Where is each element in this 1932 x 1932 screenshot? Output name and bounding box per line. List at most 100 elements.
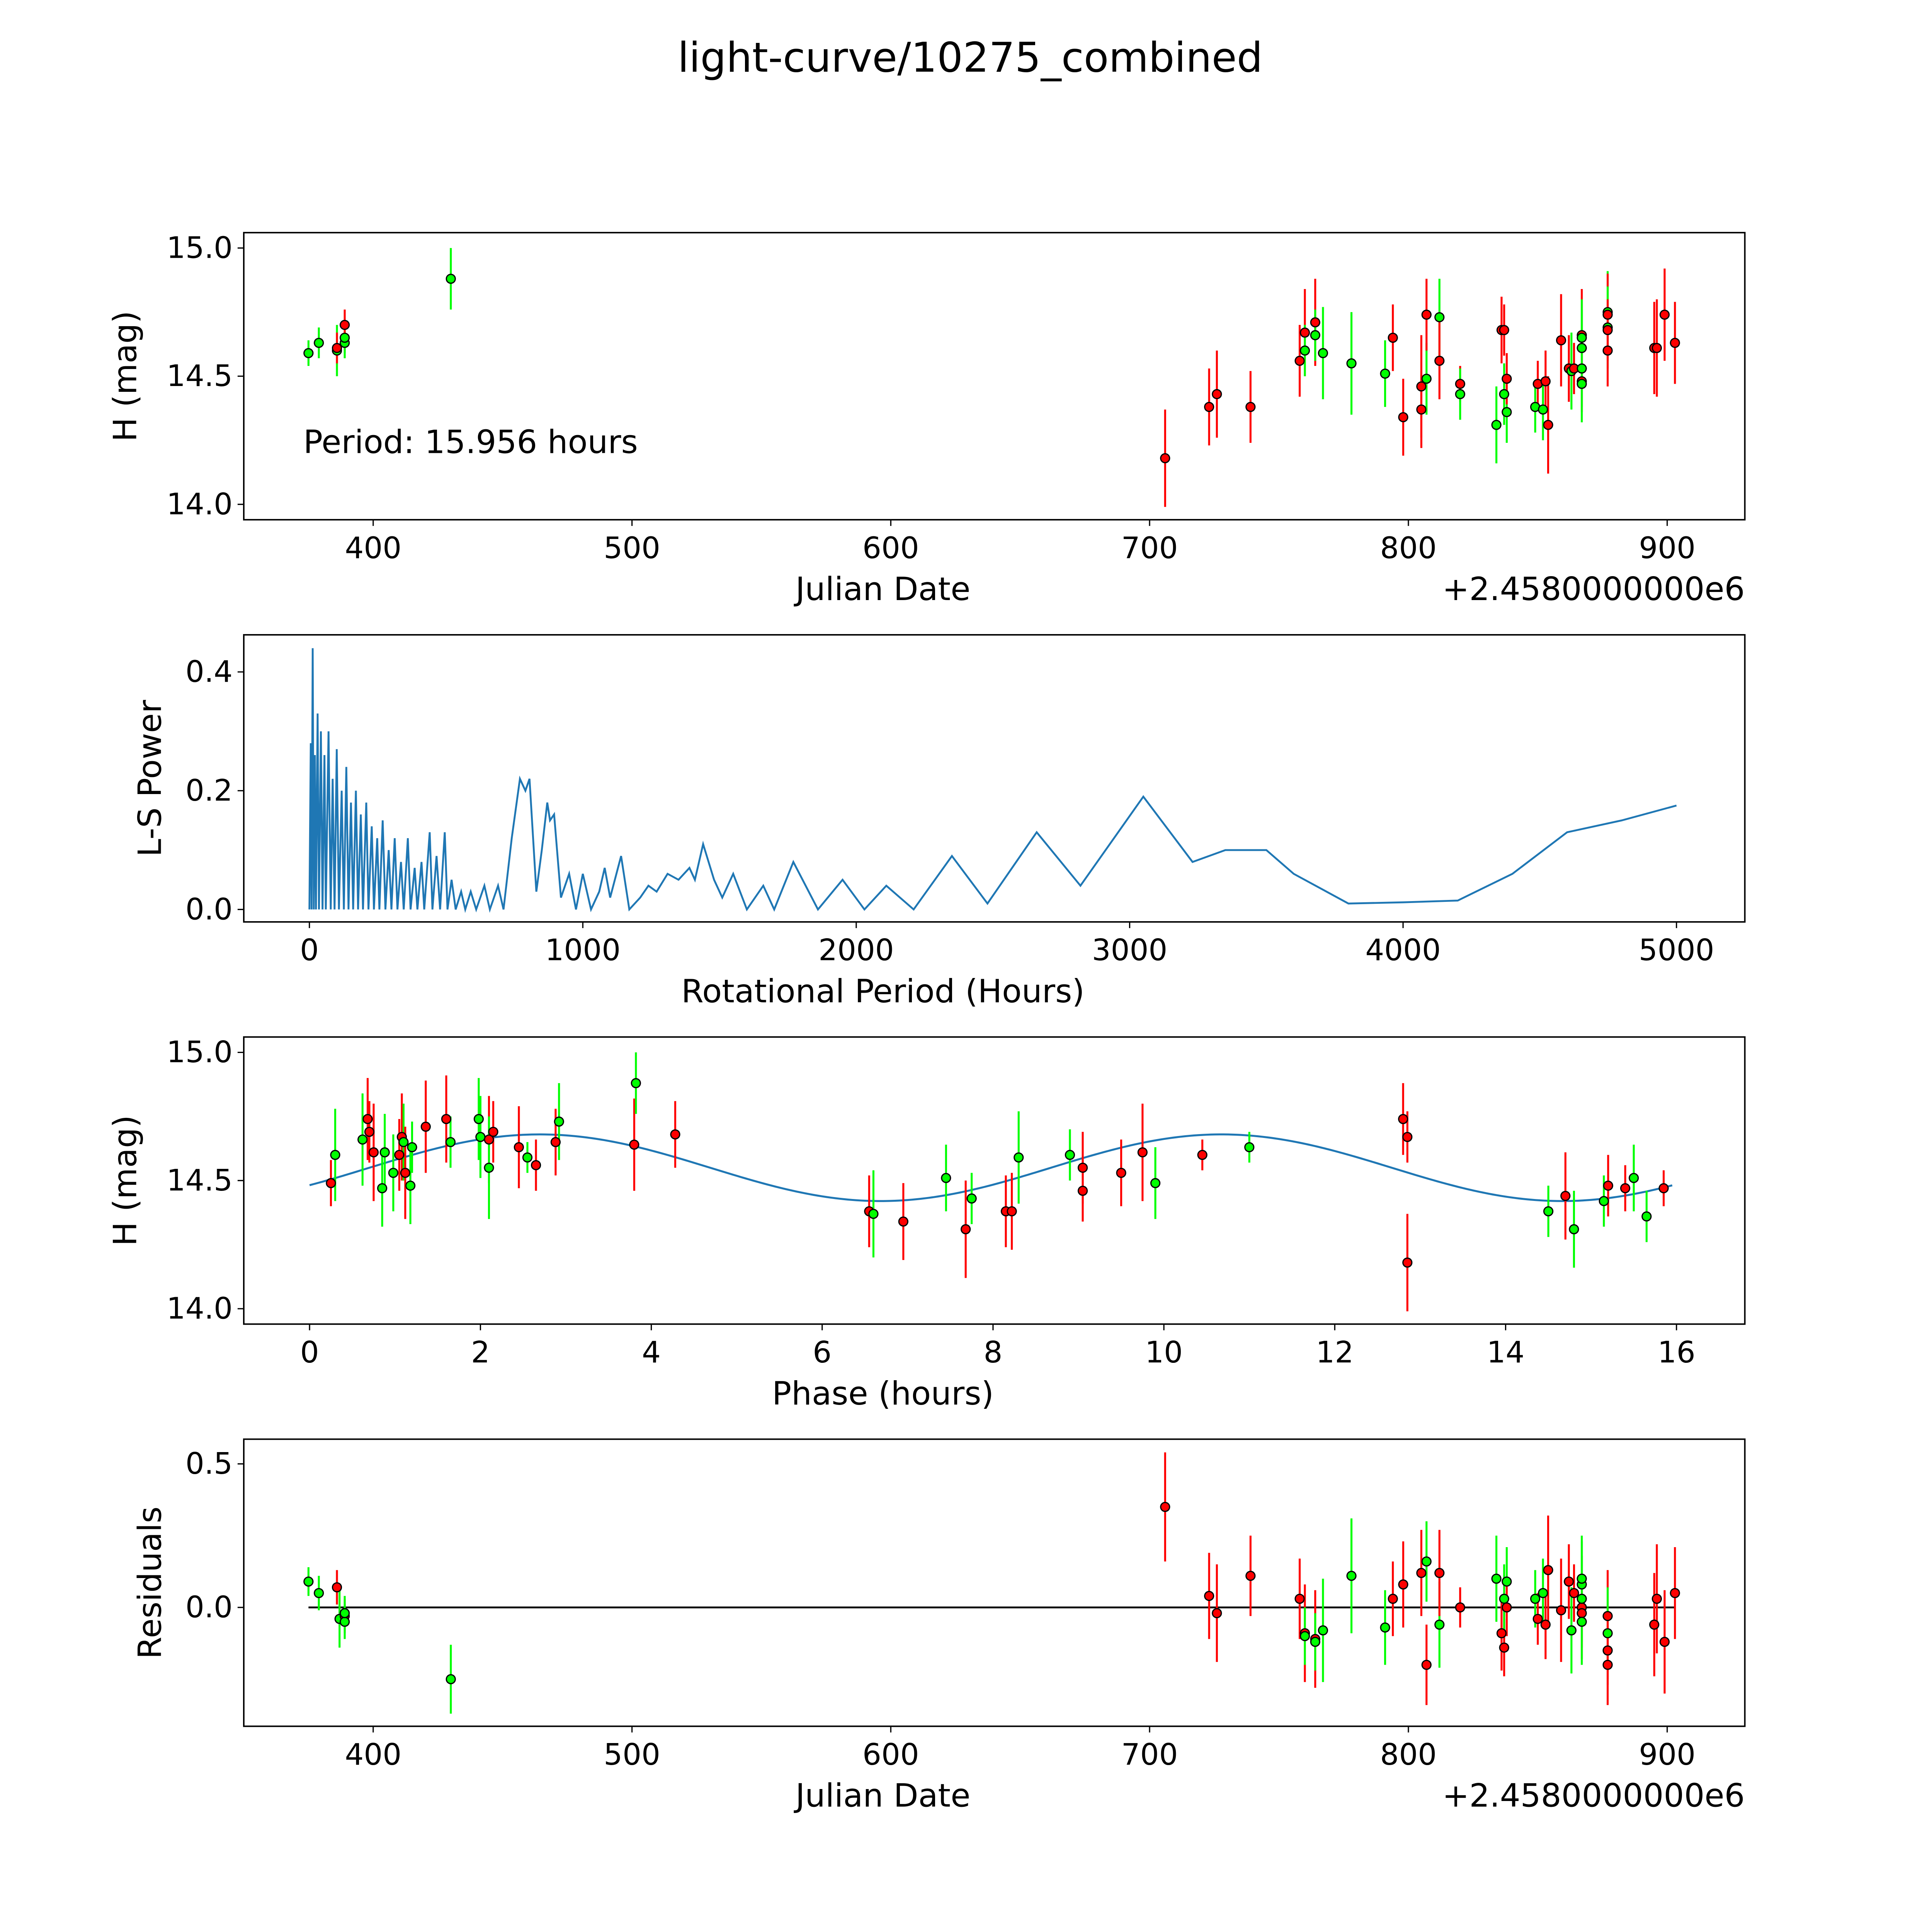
x-tick-label: 400 bbox=[345, 531, 401, 565]
data-point-red bbox=[339, 320, 350, 330]
x-tick-label: 3000 bbox=[1092, 933, 1168, 968]
period-annotation: Period: 15.956 hours bbox=[303, 423, 638, 461]
data-point-red bbox=[1310, 317, 1320, 328]
data-point-red bbox=[550, 1137, 561, 1147]
data-point-green bbox=[379, 1147, 390, 1158]
data-point-green bbox=[314, 338, 324, 348]
data-point-red bbox=[1160, 1502, 1170, 1512]
data-point-red bbox=[670, 1129, 680, 1139]
data-point-green bbox=[868, 1209, 879, 1219]
data-point-green bbox=[446, 274, 456, 284]
y-tick-label: 0.0 bbox=[185, 1590, 233, 1625]
data-point-green bbox=[1499, 389, 1509, 400]
data-point-green bbox=[1577, 1573, 1587, 1584]
data-point-green bbox=[1299, 345, 1310, 356]
x-tick-label: 8 bbox=[983, 1335, 1002, 1370]
data-point-green bbox=[1455, 389, 1465, 400]
data-point-green bbox=[966, 1193, 977, 1204]
model-curve bbox=[309, 1133, 1673, 1202]
data-point-red bbox=[441, 1114, 452, 1124]
data-point-red bbox=[1245, 1571, 1256, 1581]
data-point-green bbox=[303, 1576, 314, 1587]
data-point-red bbox=[898, 1216, 908, 1227]
x-tick-label: 700 bbox=[1121, 531, 1178, 565]
data-point-red bbox=[1658, 1183, 1669, 1194]
data-point-green bbox=[1602, 1628, 1613, 1638]
data-point-red bbox=[1402, 1257, 1413, 1268]
data-point-red bbox=[1649, 1619, 1660, 1630]
data-point-red bbox=[1398, 412, 1408, 422]
data-point-red bbox=[1402, 1132, 1413, 1142]
data-point-green bbox=[1629, 1173, 1639, 1183]
data-point-red bbox=[1116, 1168, 1126, 1178]
data-point-green bbox=[1599, 1196, 1609, 1206]
data-point-green bbox=[1543, 1206, 1554, 1216]
panel-residuals: 400 500 600 700 800 900 0.0 0.5 Julian Date Resid… bbox=[131, 1438, 1746, 1815]
data-point-red bbox=[1388, 1594, 1398, 1604]
data-point-green bbox=[1577, 379, 1587, 389]
x-tick-label: 600 bbox=[862, 1738, 919, 1772]
y-tick-label: 15.0 bbox=[167, 1035, 233, 1070]
x-tick-label: 4 bbox=[642, 1335, 661, 1370]
x-offset-text: +2.4580000000e6 bbox=[1442, 570, 1745, 608]
x-tick-label: 700 bbox=[1121, 1738, 1178, 1772]
plot-area bbox=[303, 1452, 1680, 1714]
data-point-red bbox=[1540, 1619, 1551, 1630]
data-point-green bbox=[475, 1132, 486, 1142]
data-point-red bbox=[961, 1224, 971, 1235]
data-point-red bbox=[1421, 310, 1432, 320]
data-point-red bbox=[1670, 1588, 1680, 1598]
periodogram-line bbox=[308, 648, 1677, 913]
data-point-green bbox=[1318, 1625, 1328, 1636]
data-point-red bbox=[1659, 310, 1670, 320]
x-tick-label: 16 bbox=[1658, 1335, 1696, 1370]
data-point-green bbox=[446, 1674, 456, 1684]
plot-area bbox=[303, 248, 1680, 507]
data-point-green bbox=[1566, 1625, 1577, 1636]
data-point-green bbox=[388, 1168, 398, 1178]
data-point-red bbox=[1602, 1645, 1613, 1656]
y-tick-label: 14.5 bbox=[167, 359, 233, 393]
data-point-green bbox=[554, 1116, 564, 1127]
x-tick-label: 500 bbox=[604, 531, 660, 565]
data-point-red bbox=[332, 1582, 342, 1593]
data-point-red bbox=[332, 343, 342, 353]
data-point-red bbox=[1299, 327, 1310, 338]
data-point-red bbox=[1496, 1628, 1507, 1638]
data-point-red bbox=[1556, 1605, 1566, 1616]
data-point-red bbox=[1398, 1579, 1408, 1590]
y-tick-label: 14.0 bbox=[167, 487, 233, 522]
data-point-red bbox=[368, 1147, 379, 1158]
data-point-green bbox=[522, 1152, 533, 1163]
x-tick-label: 600 bbox=[862, 531, 919, 565]
data-point-green bbox=[1577, 332, 1587, 343]
data-point-red bbox=[1602, 310, 1613, 320]
data-point-red bbox=[1294, 355, 1305, 366]
data-point-red bbox=[1502, 374, 1512, 384]
data-point-red bbox=[1434, 355, 1445, 366]
data-point-red bbox=[1670, 338, 1680, 348]
data-point-red bbox=[1499, 325, 1509, 335]
data-point-red bbox=[1245, 402, 1256, 412]
y-tick-label: 0.2 bbox=[185, 774, 233, 808]
data-point-red bbox=[1077, 1162, 1088, 1173]
data-point-green bbox=[314, 1588, 324, 1598]
data-point-green bbox=[407, 1142, 417, 1153]
data-point-red bbox=[1620, 1183, 1631, 1194]
data-point-green bbox=[1421, 374, 1432, 384]
data-point-green bbox=[1310, 1637, 1320, 1647]
data-point-green bbox=[1491, 420, 1502, 430]
data-point-red bbox=[488, 1127, 498, 1137]
data-point-red bbox=[1204, 402, 1214, 412]
x-tick-label: 14 bbox=[1487, 1335, 1525, 1370]
y-axis-label: Residuals bbox=[131, 1507, 168, 1659]
data-point-red bbox=[1160, 453, 1170, 463]
axes-frame bbox=[243, 634, 1746, 923]
data-point-red bbox=[1556, 335, 1566, 345]
data-point-red bbox=[1543, 420, 1553, 430]
data-point-red bbox=[1577, 1608, 1587, 1618]
data-point-green bbox=[445, 1137, 456, 1147]
data-point-green bbox=[1318, 348, 1328, 359]
data-point-red bbox=[1294, 1594, 1305, 1604]
